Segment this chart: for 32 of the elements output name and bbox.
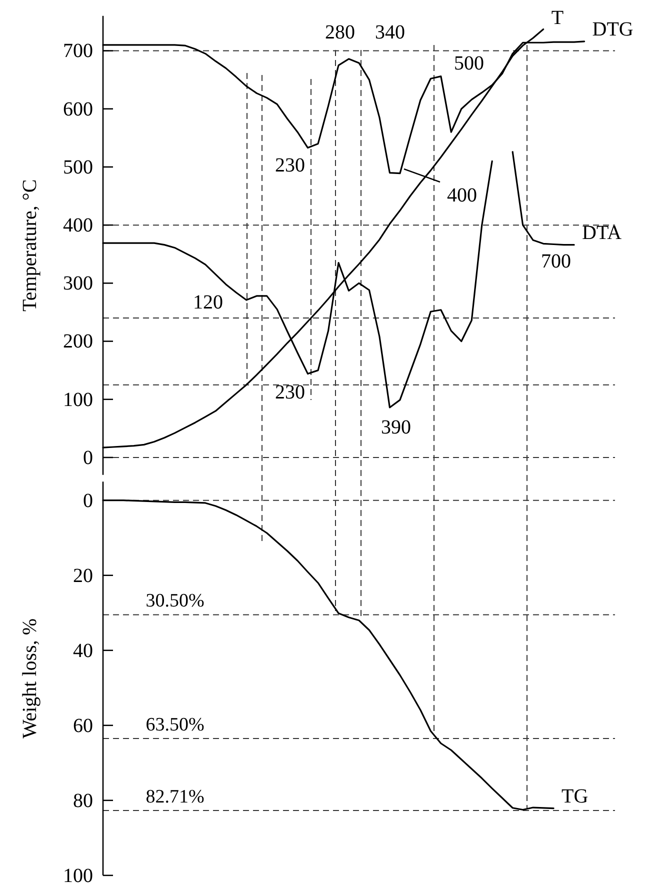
series-label: DTG	[592, 18, 634, 40]
ref-line-label: 63.50%	[146, 714, 204, 736]
y-tick-label: 400	[63, 214, 93, 236]
annotation: 700	[541, 250, 571, 273]
annotation: 280	[325, 22, 355, 44]
ref-line-label: 30.50%	[146, 590, 204, 612]
y-tick-label: 600	[63, 98, 93, 120]
annotation: 230	[275, 382, 305, 404]
annotation: 500	[454, 52, 484, 75]
y-tick-label: 40	[73, 640, 93, 662]
y-tick-label: 500	[63, 156, 93, 178]
y-axis-title: Temperature, °C	[19, 179, 41, 312]
y-tick-label: 80	[73, 790, 93, 812]
annotation: 120	[193, 292, 223, 314]
y-tick-label: 0	[83, 490, 93, 512]
y-tick-label: 0	[83, 446, 93, 469]
ref-line-label: 82.71%	[146, 786, 204, 808]
series-label: TG	[562, 785, 588, 808]
annotation: 340	[375, 22, 405, 44]
annotation: 230	[275, 154, 305, 177]
y-tick-label: 200	[63, 330, 93, 353]
y-tick-label: 700	[63, 40, 93, 62]
y-tick-label: 20	[73, 564, 93, 587]
y-tick-label: 300	[63, 272, 93, 295]
y-tick-label: 60	[73, 714, 93, 737]
y-tick-label: 100	[63, 388, 93, 411]
y-axis-title: Weight loss, %	[19, 618, 41, 739]
series-label: T	[551, 6, 564, 29]
y-tick-label: 100	[63, 864, 93, 886]
series-label: DTA	[582, 222, 622, 244]
annotation: 390	[381, 416, 411, 439]
annotation: 400	[447, 184, 477, 207]
